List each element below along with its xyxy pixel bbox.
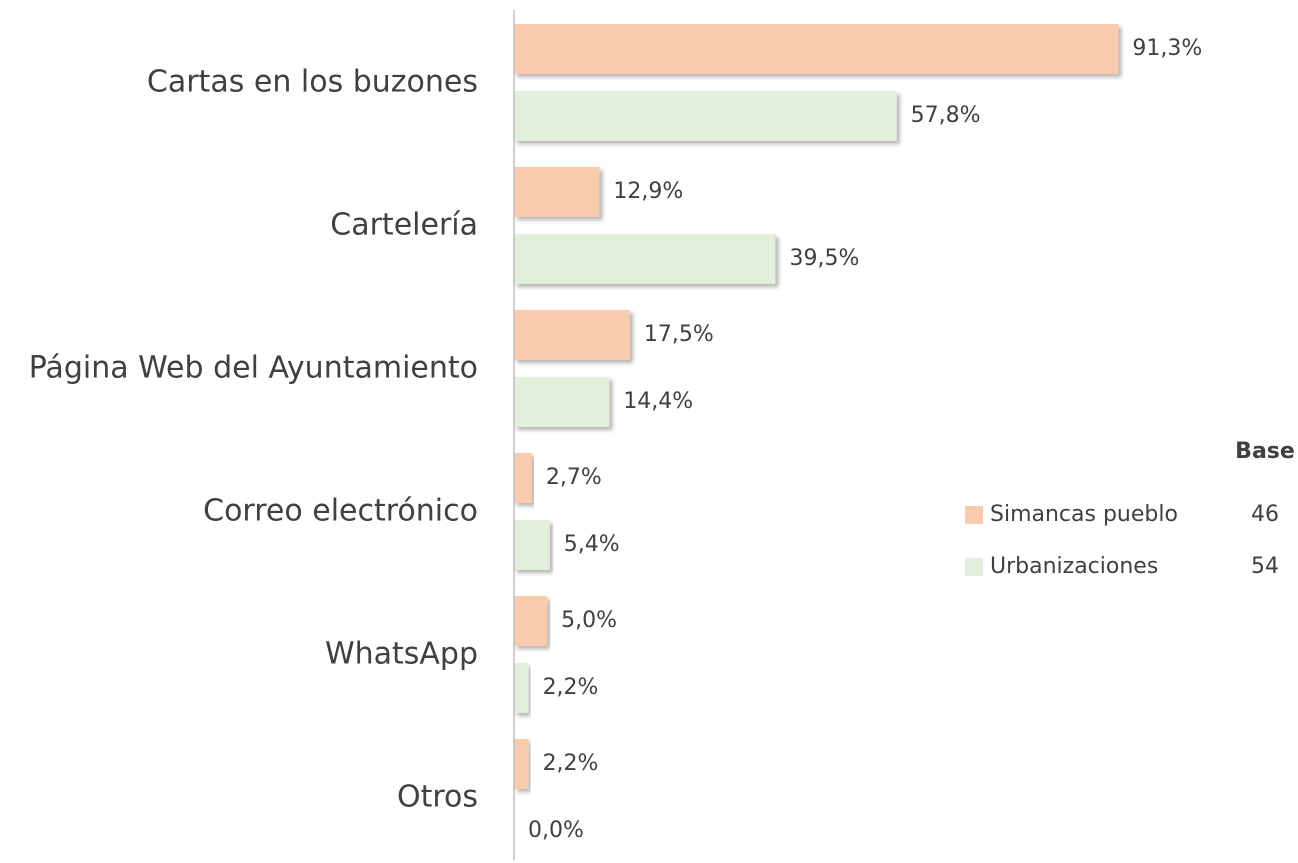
legend-label: Simancas pueblo [990, 502, 1178, 527]
category-label: Correo electrónico [203, 494, 478, 529]
bar [514, 310, 630, 360]
bar [514, 520, 550, 570]
legend-label: Urbanizaciones [990, 554, 1158, 579]
category-label: Otros [397, 780, 478, 815]
bar [514, 91, 897, 141]
bar [514, 377, 610, 427]
value-label: 57,8% [911, 103, 981, 128]
value-label: 14,4% [623, 389, 693, 414]
bar [514, 453, 532, 503]
value-label: 5,4% [564, 532, 620, 557]
value-label: 91,3% [1132, 36, 1202, 61]
bar [514, 234, 776, 284]
bar [514, 739, 529, 789]
legend-swatch [965, 558, 983, 576]
value-label: 2,2% [543, 751, 599, 776]
category-label: Cartelería [330, 208, 478, 243]
bar [514, 596, 548, 646]
value-label: 39,5% [789, 246, 859, 271]
bar [514, 663, 529, 713]
value-label: 17,5% [644, 322, 714, 347]
legend-base: 46 [1251, 502, 1279, 527]
legend-swatch [965, 506, 983, 524]
value-label: 5,0% [561, 608, 617, 633]
legend-base: 54 [1251, 554, 1279, 579]
category-label: Página Web del Ayuntamiento [29, 351, 478, 386]
value-label: 0,0% [528, 818, 584, 843]
value-label: 2,7% [546, 465, 602, 490]
legend-title: Base [1235, 439, 1295, 464]
bar [514, 24, 1119, 74]
bar [514, 167, 600, 217]
value-label: 12,9% [613, 179, 683, 204]
category-label: Cartas en los buzones [147, 65, 478, 100]
category-label: WhatsApp [325, 637, 478, 672]
value-label: 2,2% [543, 675, 599, 700]
